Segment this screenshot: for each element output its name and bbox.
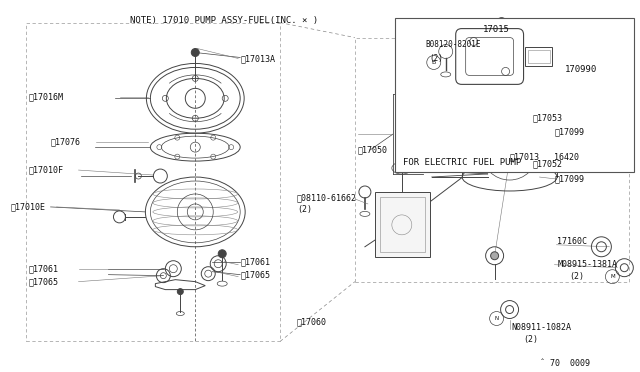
Circle shape — [177, 289, 183, 295]
Text: ※17065: ※17065 — [29, 277, 59, 286]
Text: ※17099: ※17099 — [554, 174, 584, 183]
Text: ※17065: ※17065 — [240, 270, 270, 279]
Text: ˆ 70  0009: ˆ 70 0009 — [540, 359, 589, 368]
Text: 17160C: 17160C — [557, 237, 588, 246]
Text: ※17016M: ※17016M — [29, 93, 63, 102]
Text: 170990: 170990 — [564, 65, 596, 74]
Text: M: M — [610, 274, 614, 279]
Bar — [527, 49, 550, 64]
Bar — [495, 153, 525, 165]
Bar — [395, 17, 634, 172]
Text: ※17050: ※17050 — [358, 145, 388, 155]
Text: 16420: 16420 — [554, 153, 579, 161]
Bar — [375, 192, 430, 257]
Text: ※17013A: ※17013A — [240, 54, 275, 63]
Text: B08120-8201E: B08120-8201E — [426, 40, 481, 49]
Text: ※17010E: ※17010E — [11, 202, 45, 211]
Text: ※08110-61662: ※08110-61662 — [297, 193, 357, 202]
Text: ※17053: ※17053 — [532, 114, 563, 123]
Text: ※17010F: ※17010F — [29, 166, 63, 174]
Text: ※17061: ※17061 — [29, 264, 59, 273]
Text: FOR ELECTRIC FUEL PUMP: FOR ELECTRIC FUEL PUMP — [403, 158, 521, 167]
Circle shape — [191, 48, 199, 57]
Text: B: B — [431, 60, 436, 65]
Circle shape — [491, 252, 499, 260]
Text: ※17060: ※17060 — [297, 317, 327, 326]
Text: N: N — [495, 316, 499, 321]
Bar — [525, 46, 552, 67]
Text: ※17099: ※17099 — [554, 128, 584, 137]
Text: ※17052: ※17052 — [532, 160, 563, 169]
Text: (2): (2) — [430, 54, 444, 63]
Bar — [380, 197, 425, 252]
Text: (2): (2) — [570, 272, 584, 281]
Text: ※17076: ※17076 — [51, 138, 81, 147]
Text: N08911-1082A: N08911-1082A — [511, 323, 572, 332]
Text: ※17013: ※17013 — [509, 153, 540, 161]
Text: M08915-1381A: M08915-1381A — [557, 260, 618, 269]
Text: (2): (2) — [297, 205, 312, 214]
Text: NOTE) 17010 PUMP ASSY-FUEL(INC. × ): NOTE) 17010 PUMP ASSY-FUEL(INC. × ) — [131, 16, 319, 25]
Text: (2): (2) — [524, 335, 538, 344]
Text: 17015: 17015 — [483, 25, 509, 34]
Circle shape — [218, 250, 226, 258]
Text: ※17061: ※17061 — [240, 257, 270, 266]
